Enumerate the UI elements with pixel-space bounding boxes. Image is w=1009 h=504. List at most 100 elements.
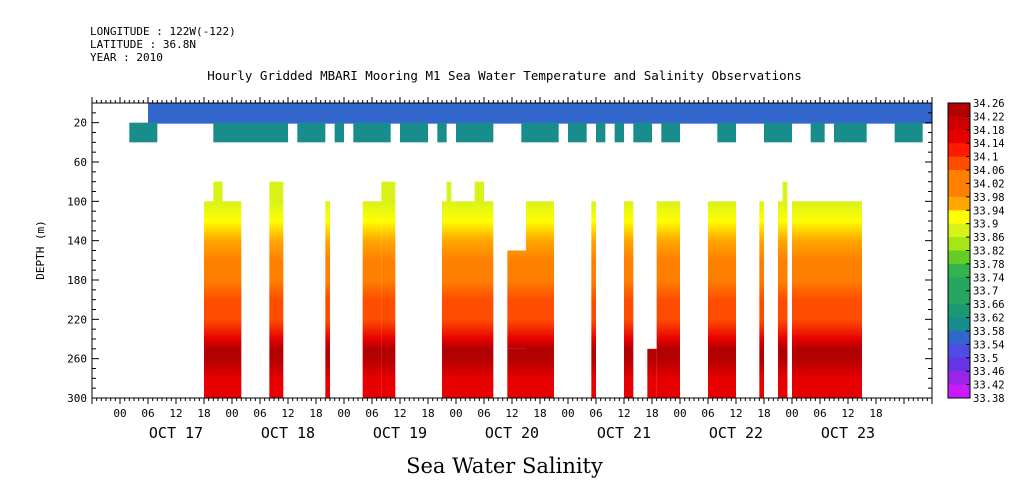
colorbar-label: 33.74 bbox=[973, 272, 1005, 284]
y-tick-label: 60 bbox=[74, 156, 87, 169]
deep-segment bbox=[656, 201, 680, 398]
colorbar-swatch bbox=[948, 129, 970, 144]
shallow-segment bbox=[834, 122, 867, 143]
colorbar-swatch bbox=[948, 290, 970, 305]
y-tick-label: 220 bbox=[67, 313, 87, 326]
colorbar-label: 34.1 bbox=[973, 152, 998, 164]
x-tick-label: 06 bbox=[813, 407, 826, 420]
deep-segment bbox=[507, 250, 526, 349]
colorbar-label: 33.7 bbox=[973, 286, 998, 298]
deep-segment bbox=[591, 201, 596, 398]
colorbar-label: 34.22 bbox=[973, 111, 1005, 123]
x-tick-label: 06 bbox=[589, 407, 602, 420]
colorbar-swatch bbox=[948, 277, 970, 292]
x-tick-label: 18 bbox=[197, 407, 210, 420]
latitude-label: LATITUDE : 36.8N bbox=[90, 38, 196, 51]
colorbar-label: 34.26 bbox=[973, 98, 1005, 110]
deep-segment bbox=[624, 201, 634, 398]
deep-segment bbox=[213, 181, 223, 398]
colorbar-swatch bbox=[948, 116, 970, 131]
colorbar-label: 33.82 bbox=[973, 246, 1005, 258]
colorbar-swatch bbox=[948, 384, 970, 399]
shallow-segment bbox=[717, 122, 736, 143]
deep-segment bbox=[647, 348, 657, 398]
colorbar-swatch bbox=[948, 344, 970, 359]
x-tick-label: 12 bbox=[281, 407, 294, 420]
deep-segment bbox=[778, 201, 788, 398]
chart-title: Hourly Gridded MBARI Mooring M1 Sea Wate… bbox=[207, 68, 802, 83]
colorbar-swatch bbox=[948, 357, 970, 372]
deep-segment bbox=[792, 201, 862, 398]
colorbar-swatch bbox=[948, 170, 970, 184]
day-label: OCT 22 bbox=[709, 424, 763, 442]
y-axis-label: DEPTH (m) bbox=[34, 220, 47, 280]
x-tick-label: 12 bbox=[841, 407, 854, 420]
longitude-label: LONGITUDE : 122W(-122) bbox=[90, 25, 236, 38]
surface-band bbox=[148, 103, 932, 124]
x-tick-label: 00 bbox=[561, 407, 574, 420]
deep-segment bbox=[325, 201, 330, 398]
x-tick-label: 12 bbox=[617, 407, 630, 420]
colorbar-swatch bbox=[948, 330, 970, 345]
colorbar-label: 33.66 bbox=[973, 299, 1005, 311]
colorbar-swatch bbox=[948, 304, 970, 319]
x-tick-label: 06 bbox=[253, 407, 266, 420]
colorbar-label: 33.46 bbox=[973, 366, 1005, 378]
colorbar-label: 33.98 bbox=[973, 192, 1005, 204]
colorbar-swatch bbox=[948, 237, 970, 251]
shallow-segment bbox=[661, 122, 680, 143]
colorbar-swatch bbox=[948, 196, 970, 211]
x-tick-label: 18 bbox=[869, 407, 882, 420]
colorbar-label: 33.9 bbox=[973, 219, 998, 231]
colorbar-swatch bbox=[948, 103, 970, 117]
y-tick-label: 180 bbox=[67, 274, 87, 287]
x-tick-label: 12 bbox=[393, 407, 406, 420]
shallow-segment bbox=[764, 122, 792, 143]
y-tick-label: 260 bbox=[67, 353, 87, 366]
colorbar: 34.2634.2234.1834.1434.134.0634.0233.983… bbox=[947, 98, 1005, 405]
shallow-segment bbox=[437, 122, 447, 143]
shallow-segment bbox=[521, 122, 559, 143]
colorbar-label: 34.02 bbox=[973, 178, 1005, 190]
shallow-segment bbox=[614, 122, 624, 143]
shallow-segment bbox=[894, 122, 923, 143]
x-tick-label: 06 bbox=[701, 407, 714, 420]
chart-caption: Sea Water Salinity bbox=[406, 454, 603, 478]
deep-segment bbox=[782, 181, 788, 398]
day-label: OCT 19 bbox=[373, 424, 427, 442]
x-tick-label: 18 bbox=[757, 407, 770, 420]
day-label: OCT 20 bbox=[485, 424, 539, 442]
day-label: OCT 17 bbox=[149, 424, 203, 442]
colorbar-swatch bbox=[948, 183, 970, 198]
year-label: YEAR : 2010 bbox=[90, 51, 163, 64]
day-label: OCT 18 bbox=[261, 424, 315, 442]
x-tick-label: 18 bbox=[533, 407, 546, 420]
y-tick-label: 100 bbox=[67, 195, 87, 208]
colorbar-label: 33.86 bbox=[973, 232, 1005, 244]
colorbar-swatch bbox=[948, 250, 970, 265]
deep-segment bbox=[362, 201, 382, 398]
x-tick-label: 00 bbox=[337, 407, 350, 420]
x-tick-label: 12 bbox=[505, 407, 518, 420]
colorbar-label: 33.78 bbox=[973, 259, 1005, 271]
shallow-segment bbox=[213, 122, 288, 143]
colorbar-swatch bbox=[948, 223, 970, 238]
shallow-segment bbox=[596, 122, 606, 143]
day-label: OCT 21 bbox=[597, 424, 651, 442]
colorbar-label: 33.94 bbox=[973, 205, 1005, 217]
day-label: OCT 23 bbox=[821, 424, 875, 442]
colorbar-label: 33.42 bbox=[973, 380, 1005, 392]
y-tick-label: 20 bbox=[74, 117, 87, 130]
x-tick-label: 00 bbox=[673, 407, 686, 420]
x-tick-label: 12 bbox=[729, 407, 742, 420]
x-tick-label: 06 bbox=[365, 407, 378, 420]
colorbar-label: 34.14 bbox=[973, 138, 1005, 150]
shallow-segment bbox=[456, 122, 494, 143]
colorbar-swatch bbox=[948, 371, 970, 386]
colorbar-label: 33.62 bbox=[973, 313, 1005, 325]
x-tick-label: 00 bbox=[225, 407, 238, 420]
colorbar-label: 33.54 bbox=[973, 339, 1005, 351]
x-tick-label: 12 bbox=[169, 407, 182, 420]
x-tick-label: 18 bbox=[309, 407, 322, 420]
